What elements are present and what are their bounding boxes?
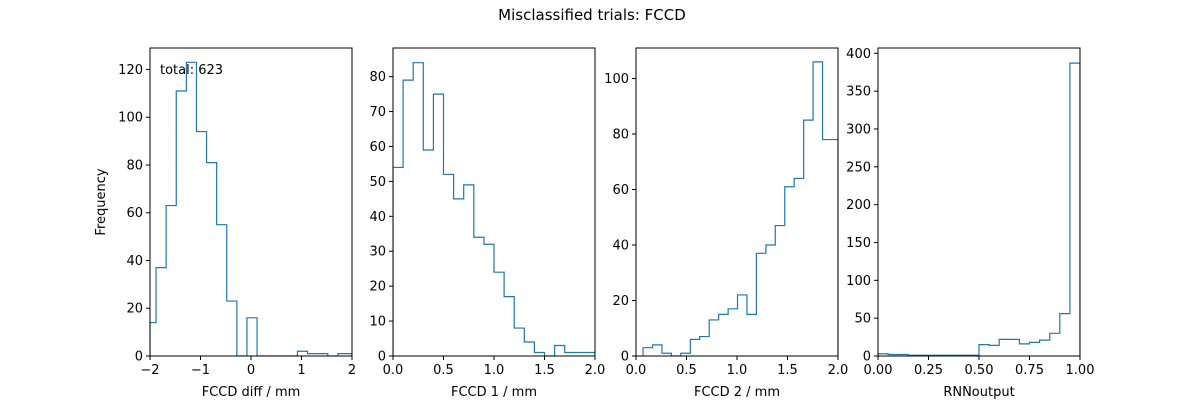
subplot-4: 0.00 0.25 0.50 0.75 1.00 0 50 100 150 200 250 300 35… [846, 47, 1094, 400]
y-tick-label: 0 [863, 350, 871, 365]
y-tick-label: 200 [846, 198, 871, 213]
y-tick-label: 70 [369, 105, 386, 120]
histogram-step-line [878, 62, 1080, 356]
y-tick-label: 60 [612, 183, 629, 198]
y-tick-label: 0 [621, 350, 629, 365]
x-tick-label: 0.0 [626, 363, 647, 378]
x-tick-label: 1.0 [484, 363, 505, 378]
y-tick-label: 0 [135, 350, 143, 365]
x-tick-label: −1 [191, 363, 210, 378]
x-axis-label: FCCD 1 / mm [451, 385, 537, 400]
x-tick-label: 2.0 [585, 363, 606, 378]
y-tick-label: 40 [369, 210, 386, 225]
histogram-step-line [642, 61, 838, 356]
y-tick-label: 40 [612, 239, 629, 254]
histogram-step-line [150, 61, 352, 356]
y-tick-label: 100 [604, 72, 629, 87]
y-tick-label: 30 [369, 245, 386, 260]
x-tick-label: 1.5 [534, 363, 555, 378]
y-tick-label: 100 [846, 274, 871, 289]
x-tick-label: 0.5 [676, 363, 697, 378]
y-tick-label: 400 [846, 47, 871, 62]
x-tick-label: 0.0 [383, 363, 404, 378]
figure-title: Misclassified trials: FCCD [498, 6, 686, 24]
x-tick-label: 0.5 [433, 363, 454, 378]
y-tick-label: 250 [846, 160, 871, 175]
y-tick-label: 60 [126, 206, 143, 221]
x-tick-label: 0.75 [1015, 363, 1044, 378]
y-tick-label: 20 [369, 280, 386, 295]
y-tick-label: 300 [846, 122, 871, 137]
axes-frame [635, 47, 839, 357]
axes-frame [149, 47, 353, 357]
x-axis-label: FCCD diff / mm [202, 385, 301, 400]
y-tick-label: 120 [118, 63, 143, 78]
y-axis-label: Frequency [94, 168, 109, 235]
x-tick-label: 2 [348, 363, 356, 378]
x-tick-label: 1.0 [727, 363, 748, 378]
y-tick-label: 10 [369, 315, 386, 330]
x-tick-label: 0.50 [965, 363, 994, 378]
x-tick-label: −2 [140, 363, 159, 378]
x-tick-label: 1 [297, 363, 305, 378]
y-tick-label: 150 [846, 236, 871, 251]
x-tick-label: 0.00 [864, 363, 893, 378]
x-tick-label: 1.5 [777, 363, 798, 378]
x-axis-label: FCCD 2 / mm [694, 385, 780, 400]
x-tick-label: 0.25 [914, 363, 943, 378]
y-tick-label: 50 [854, 312, 871, 327]
y-tick-label: 350 [846, 85, 871, 100]
y-tick-label: 0 [378, 350, 386, 365]
total-annotation: total: 623 [160, 63, 223, 78]
y-tick-label: 50 [369, 175, 386, 190]
y-tick-label: 80 [612, 128, 629, 143]
x-tick-label: 2.0 [828, 363, 849, 378]
y-tick-label: 60 [369, 140, 386, 155]
y-tick-label: 100 [118, 111, 143, 126]
subplot-2: 0.0 0.5 1.0 1.5 2.0 0 10 20 30 40 50 60 70 80 FCCD 1 /… [369, 47, 606, 400]
y-tick-label: 40 [126, 254, 143, 269]
x-tick-label: 0 [247, 363, 255, 378]
y-tick-label: 20 [126, 302, 143, 317]
subplot-3: 0.0 0.5 1.0 1.5 2.0 0 20 40 60 80 100 FCCD 2 / mm [604, 47, 849, 400]
x-tick-label: 1.00 [1066, 363, 1095, 378]
x-axis-label: RNNoutput [943, 385, 1014, 400]
y-tick-label: 80 [126, 158, 143, 173]
histogram-step-line [393, 62, 595, 356]
y-tick-label: 20 [612, 294, 629, 309]
y-tick-label: 80 [369, 70, 386, 85]
axes-frame [877, 47, 1081, 357]
